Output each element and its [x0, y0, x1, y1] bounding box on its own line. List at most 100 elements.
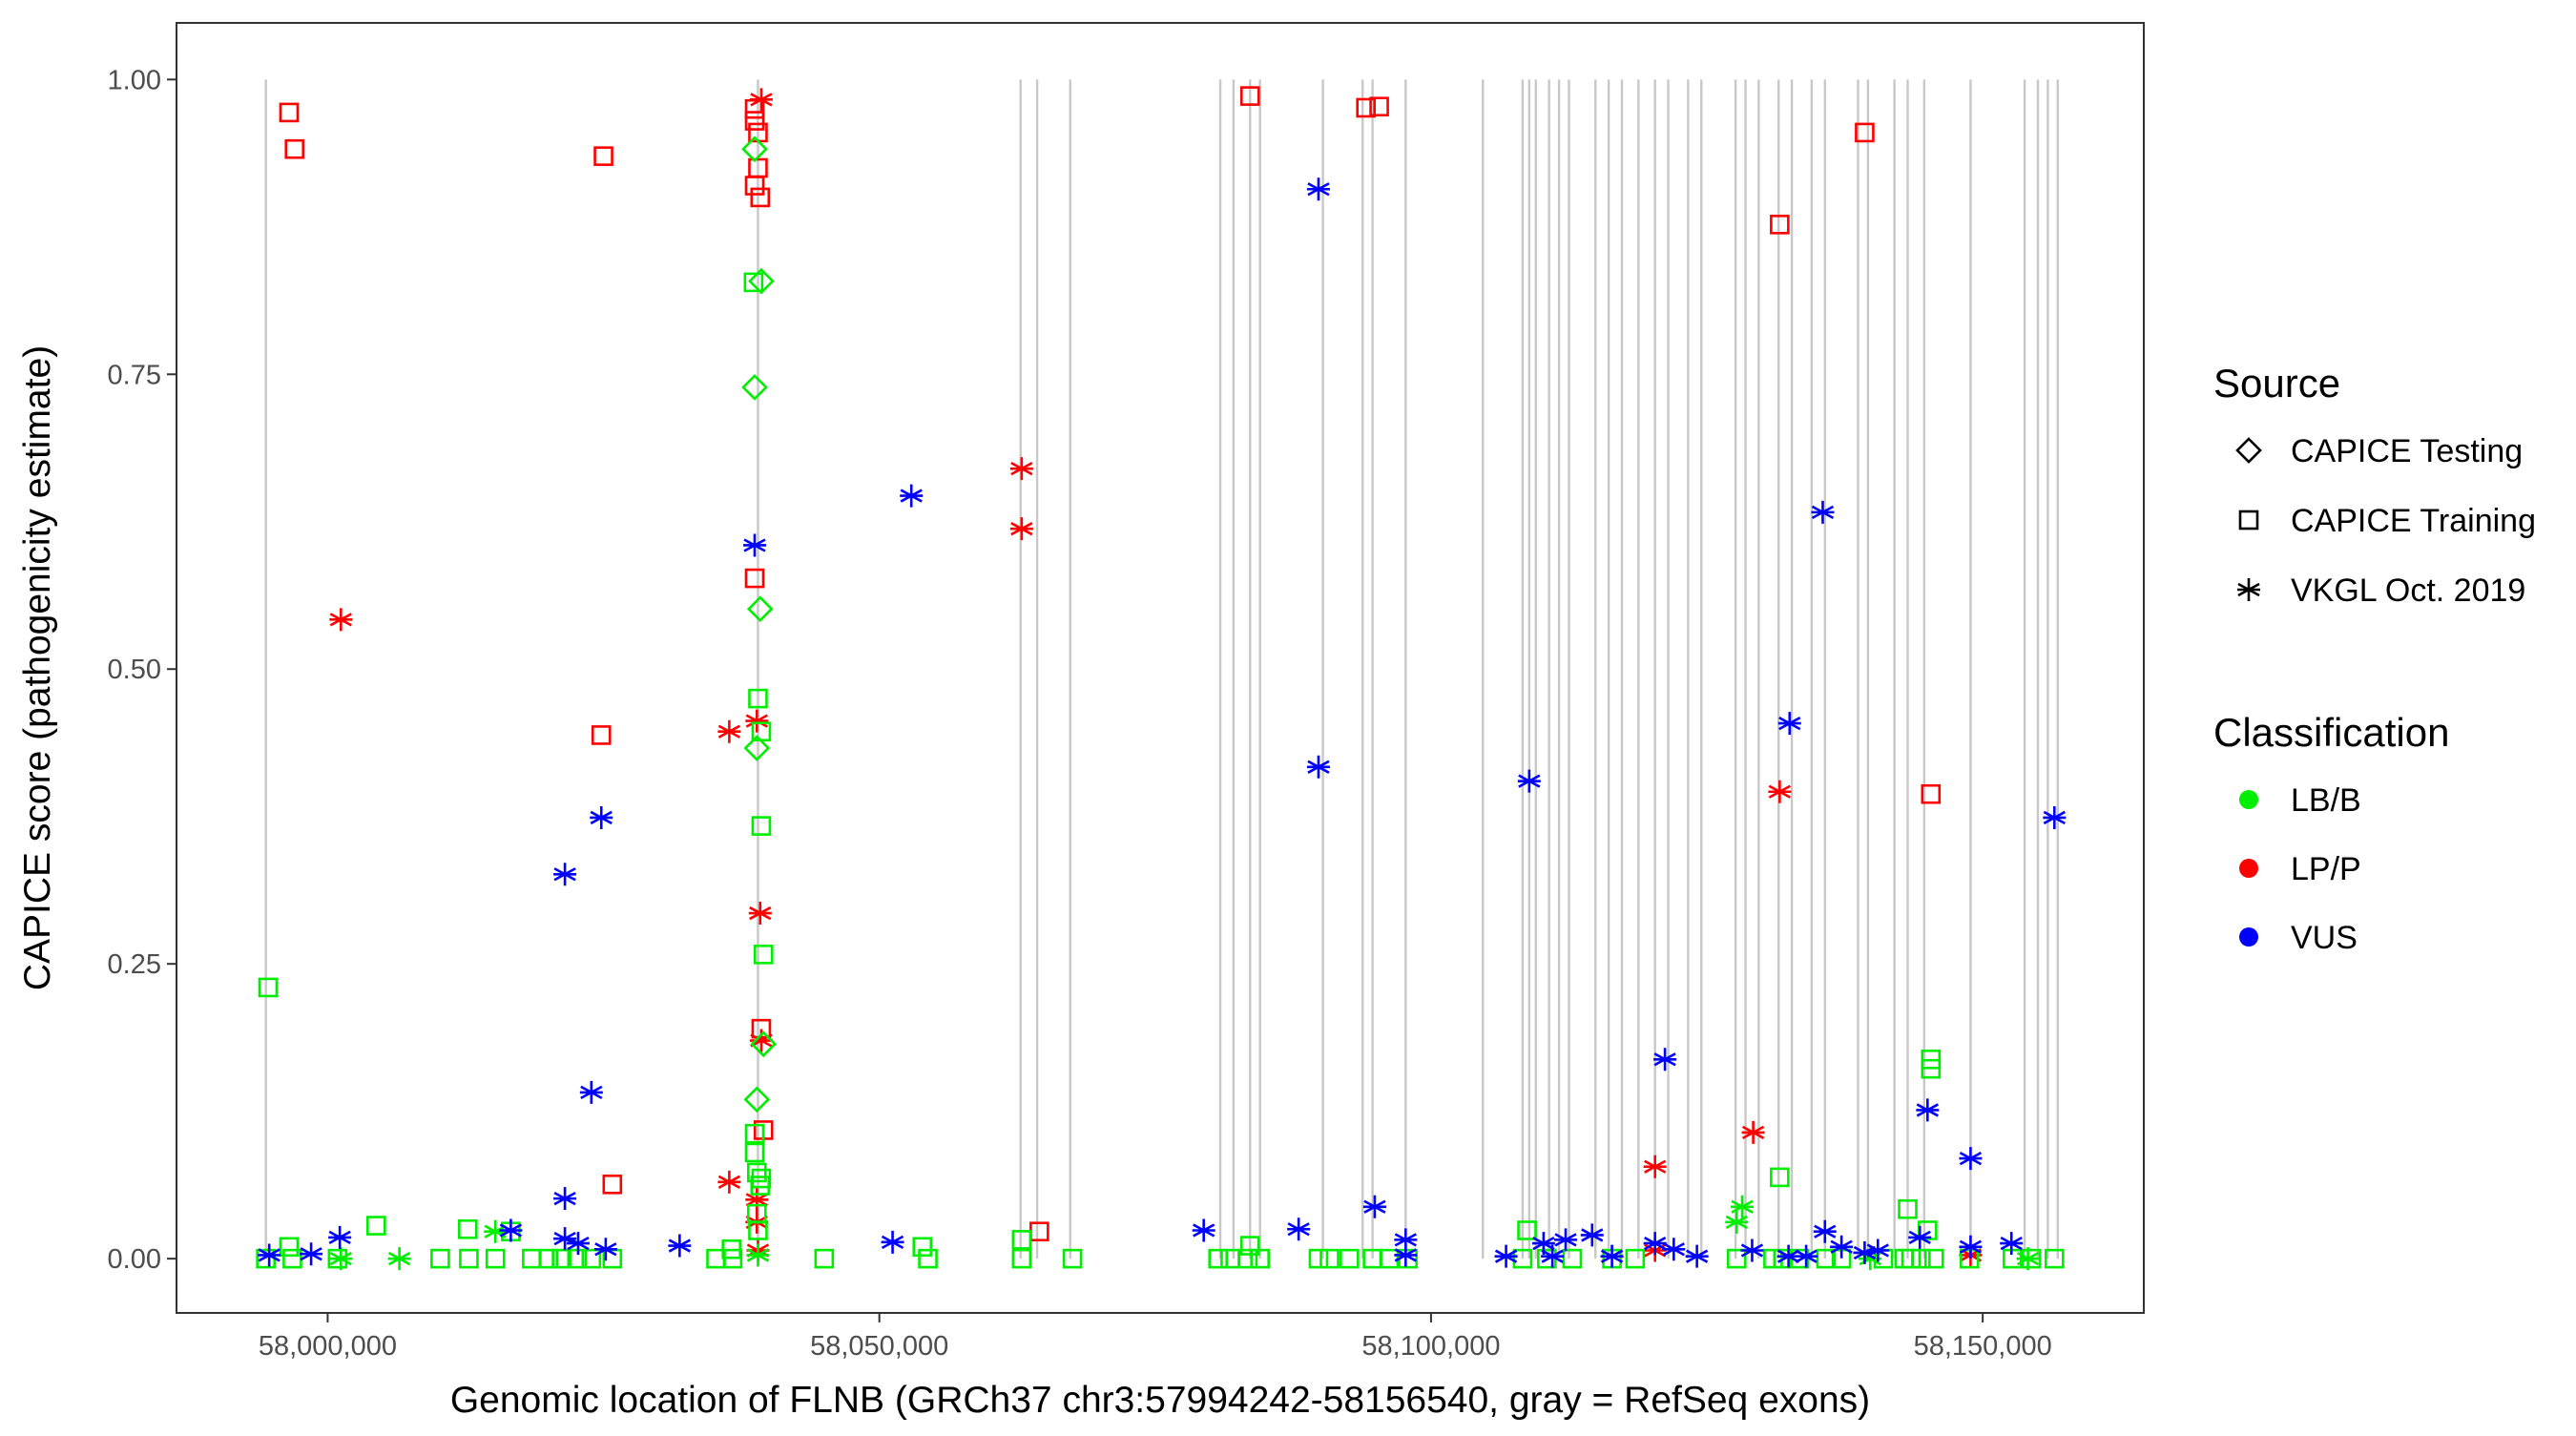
data-point-asterisk: [300, 1242, 323, 1266]
legend-label: CAPICE Testing: [2291, 433, 2523, 469]
data-point-asterisk: [590, 805, 613, 829]
plot-panel-border: [176, 22, 2145, 1314]
data-point-asterisk: [328, 1225, 352, 1249]
data-point-asterisk: [1541, 1244, 1565, 1268]
data-point-square: [593, 146, 613, 166]
data-point-asterisk: [745, 709, 769, 733]
data-point-square: [1562, 1248, 1583, 1269]
y-tick-label: 0.00: [108, 1244, 161, 1275]
x-axis-title: Genomic location of FLNB (GRCh37 chr3:57…: [450, 1380, 1870, 1421]
data-point-diamond: [746, 595, 774, 623]
legend-item-lp-p: LP/P: [2239, 851, 2361, 887]
data-point-asterisk: [745, 1188, 769, 1212]
exon-lines: [264, 79, 2059, 1259]
data-point-asterisk: [566, 1232, 590, 1256]
data-point-square: [1340, 1248, 1360, 1269]
data-point-square: [912, 1237, 933, 1258]
data-point-square: [602, 1174, 623, 1195]
data-point-square: [1011, 1248, 1032, 1269]
data-point-asterisk: [1306, 755, 1330, 779]
data-points: [256, 86, 2067, 1271]
x-tick-label: 58,150,000: [1914, 1331, 2052, 1362]
data-point-asterisk: [499, 1218, 523, 1242]
data-point-square: [1816, 1248, 1837, 1269]
data-point-square: [1208, 1248, 1229, 1269]
data-point-square: [1517, 1220, 1537, 1240]
data-point-asterisk: [1811, 500, 1835, 524]
data-point-square: [1512, 1248, 1533, 1269]
legend-item-capice-training: CAPICE Training: [2238, 503, 2536, 539]
data-point-asterisk: [1813, 1219, 1837, 1243]
green-dot-icon: [2239, 790, 2258, 809]
data-point-square: [744, 1123, 765, 1144]
data-point-square: [581, 1248, 602, 1269]
data-point-square: [748, 1220, 768, 1240]
data-point-square: [284, 138, 305, 159]
data-point-square: [750, 1176, 771, 1196]
data-point-square: [1770, 1167, 1790, 1188]
data-point-asterisk: [1725, 1210, 1749, 1234]
data-point-square: [744, 568, 765, 589]
data-point-square: [1898, 1198, 1918, 1219]
data-point-square: [722, 1248, 743, 1269]
x-tick-label: 58,100,000: [1361, 1331, 1500, 1362]
data-point-square: [458, 1218, 478, 1239]
data-point-diamond: [743, 735, 771, 761]
data-point-asterisk: [1531, 1232, 1555, 1256]
data-point-square: [743, 272, 764, 293]
x-tick-label: 58,000,000: [259, 1331, 397, 1362]
data-point-square: [1369, 96, 1389, 117]
data-point-asterisk: [1600, 1244, 1624, 1268]
data-point-asterisk: [717, 719, 741, 743]
data-point-square: [459, 1248, 479, 1269]
data-point-square: [2045, 1248, 2065, 1269]
data-point-asterisk: [593, 1238, 617, 1261]
x-axis: 58,000,000 58,050,000 58,100,000 58,150,000: [259, 1313, 2052, 1362]
data-point-asterisk: [1795, 1244, 1818, 1268]
data-point-asterisk: [579, 1080, 603, 1104]
data-point-square: [591, 725, 612, 745]
data-point-diamond: [741, 374, 768, 401]
data-point-asterisk: [553, 1187, 577, 1211]
data-point-asterisk: [1859, 1247, 1882, 1271]
data-point-square: [1855, 122, 1875, 143]
data-point-square: [751, 816, 772, 836]
data-point-square: [744, 1142, 765, 1163]
data-point-asterisk: [1494, 1244, 1518, 1268]
square-icon: [2238, 510, 2259, 531]
data-point-asterisk: [742, 533, 766, 557]
data-point-square: [1911, 1248, 1931, 1269]
data-point-asterisk: [2016, 1247, 2040, 1271]
y-tick-label: 0.75: [108, 360, 161, 390]
plot-background: [177, 23, 2144, 1313]
data-point-asterisk: [258, 1243, 281, 1267]
y-axis: 0.00 0.25 0.50 0.75 1.00: [108, 65, 177, 1275]
asterisk-icon: [2237, 578, 2260, 601]
data-point-asterisk: [1731, 1195, 1755, 1218]
legend: Source CAPICE Testing CAPICE Training VK…: [2213, 361, 2536, 956]
data-point-asterisk: [1517, 769, 1541, 793]
data-point-square: [1625, 1248, 1646, 1269]
data-point-square: [258, 977, 279, 998]
data-point-square: [366, 1216, 386, 1236]
legend-label: VUS: [2291, 920, 2358, 956]
data-point-square: [1921, 1058, 1942, 1079]
data-point-square: [744, 111, 765, 131]
data-point-asterisk: [2043, 805, 2067, 829]
data-point-square: [750, 187, 771, 208]
legend-source-title: Source: [2213, 361, 2340, 406]
data-point-asterisk: [1959, 1235, 1983, 1259]
data-point-asterisk: [881, 1230, 904, 1254]
data-point-asterisk: [1394, 1228, 1418, 1252]
legend-item-lb-b: LB/B: [2239, 782, 2361, 819]
data-point-square: [1901, 1248, 1922, 1269]
data-point-asterisk: [2000, 1232, 2024, 1256]
data-point-asterisk: [746, 1243, 770, 1267]
data-point-asterisk: [1362, 1195, 1386, 1218]
data-point-square: [1770, 215, 1790, 235]
data-point-asterisk: [1685, 1244, 1709, 1268]
data-point-diamond: [743, 1086, 771, 1113]
data-point-asterisk: [749, 88, 773, 112]
blue-dot-icon: [2239, 927, 2258, 947]
